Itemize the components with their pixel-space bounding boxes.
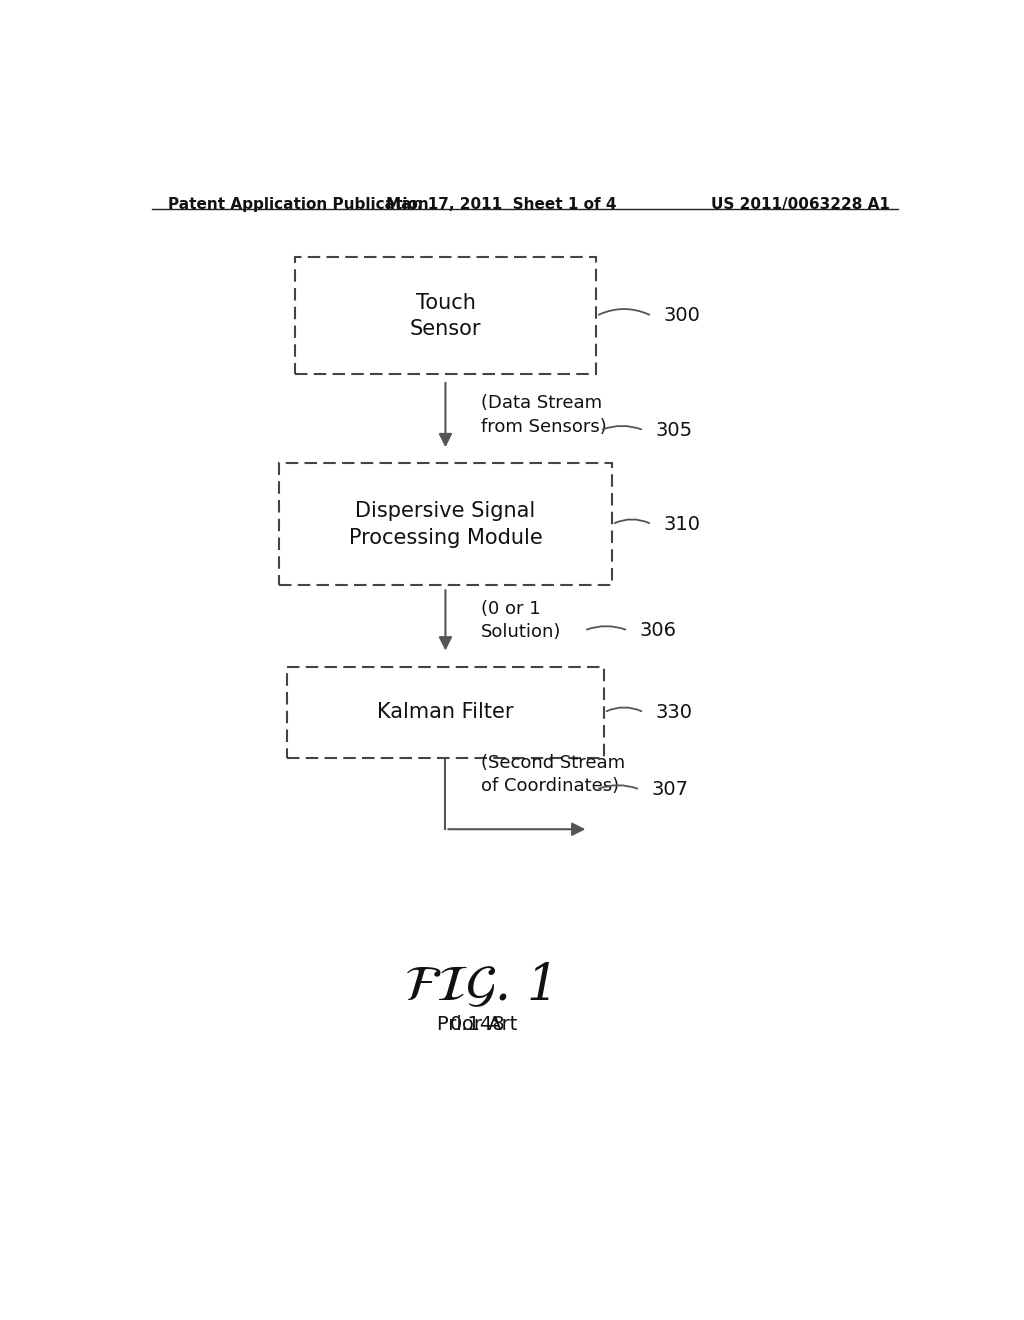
- Bar: [279, 463, 612, 585]
- Text: 307: 307: [652, 780, 689, 799]
- Text: Prior Art: Prior Art: [437, 1015, 517, 1034]
- Text: (0 or 1
Solution): (0 or 1 Solution): [481, 599, 561, 642]
- Bar: [287, 667, 604, 758]
- Text: Dispersive Signal
Processing Module: Dispersive Signal Processing Module: [348, 502, 543, 548]
- Text: 0.148: 0.148: [450, 1015, 505, 1034]
- Text: (Second Stream
of Coordinates): (Second Stream of Coordinates): [481, 754, 626, 795]
- Text: $\mathcal{FIG}$. 1: $\mathcal{FIG}$. 1: [404, 962, 550, 1011]
- Bar: [295, 257, 596, 375]
- Text: 305: 305: [655, 421, 693, 440]
- Text: Touch
Sensor: Touch Sensor: [410, 293, 481, 339]
- Text: US 2011/0063228 A1: US 2011/0063228 A1: [711, 197, 890, 213]
- Text: Patent Application Publication: Patent Application Publication: [168, 197, 428, 213]
- Text: 330: 330: [655, 702, 693, 722]
- Text: (Data Stream
from Sensors): (Data Stream from Sensors): [481, 395, 607, 436]
- Text: Mar. 17, 2011  Sheet 1 of 4: Mar. 17, 2011 Sheet 1 of 4: [386, 197, 616, 213]
- Text: 310: 310: [664, 515, 700, 533]
- Text: 306: 306: [640, 620, 677, 640]
- Text: 300: 300: [664, 306, 700, 326]
- Text: Kalman Filter: Kalman Filter: [377, 702, 514, 722]
